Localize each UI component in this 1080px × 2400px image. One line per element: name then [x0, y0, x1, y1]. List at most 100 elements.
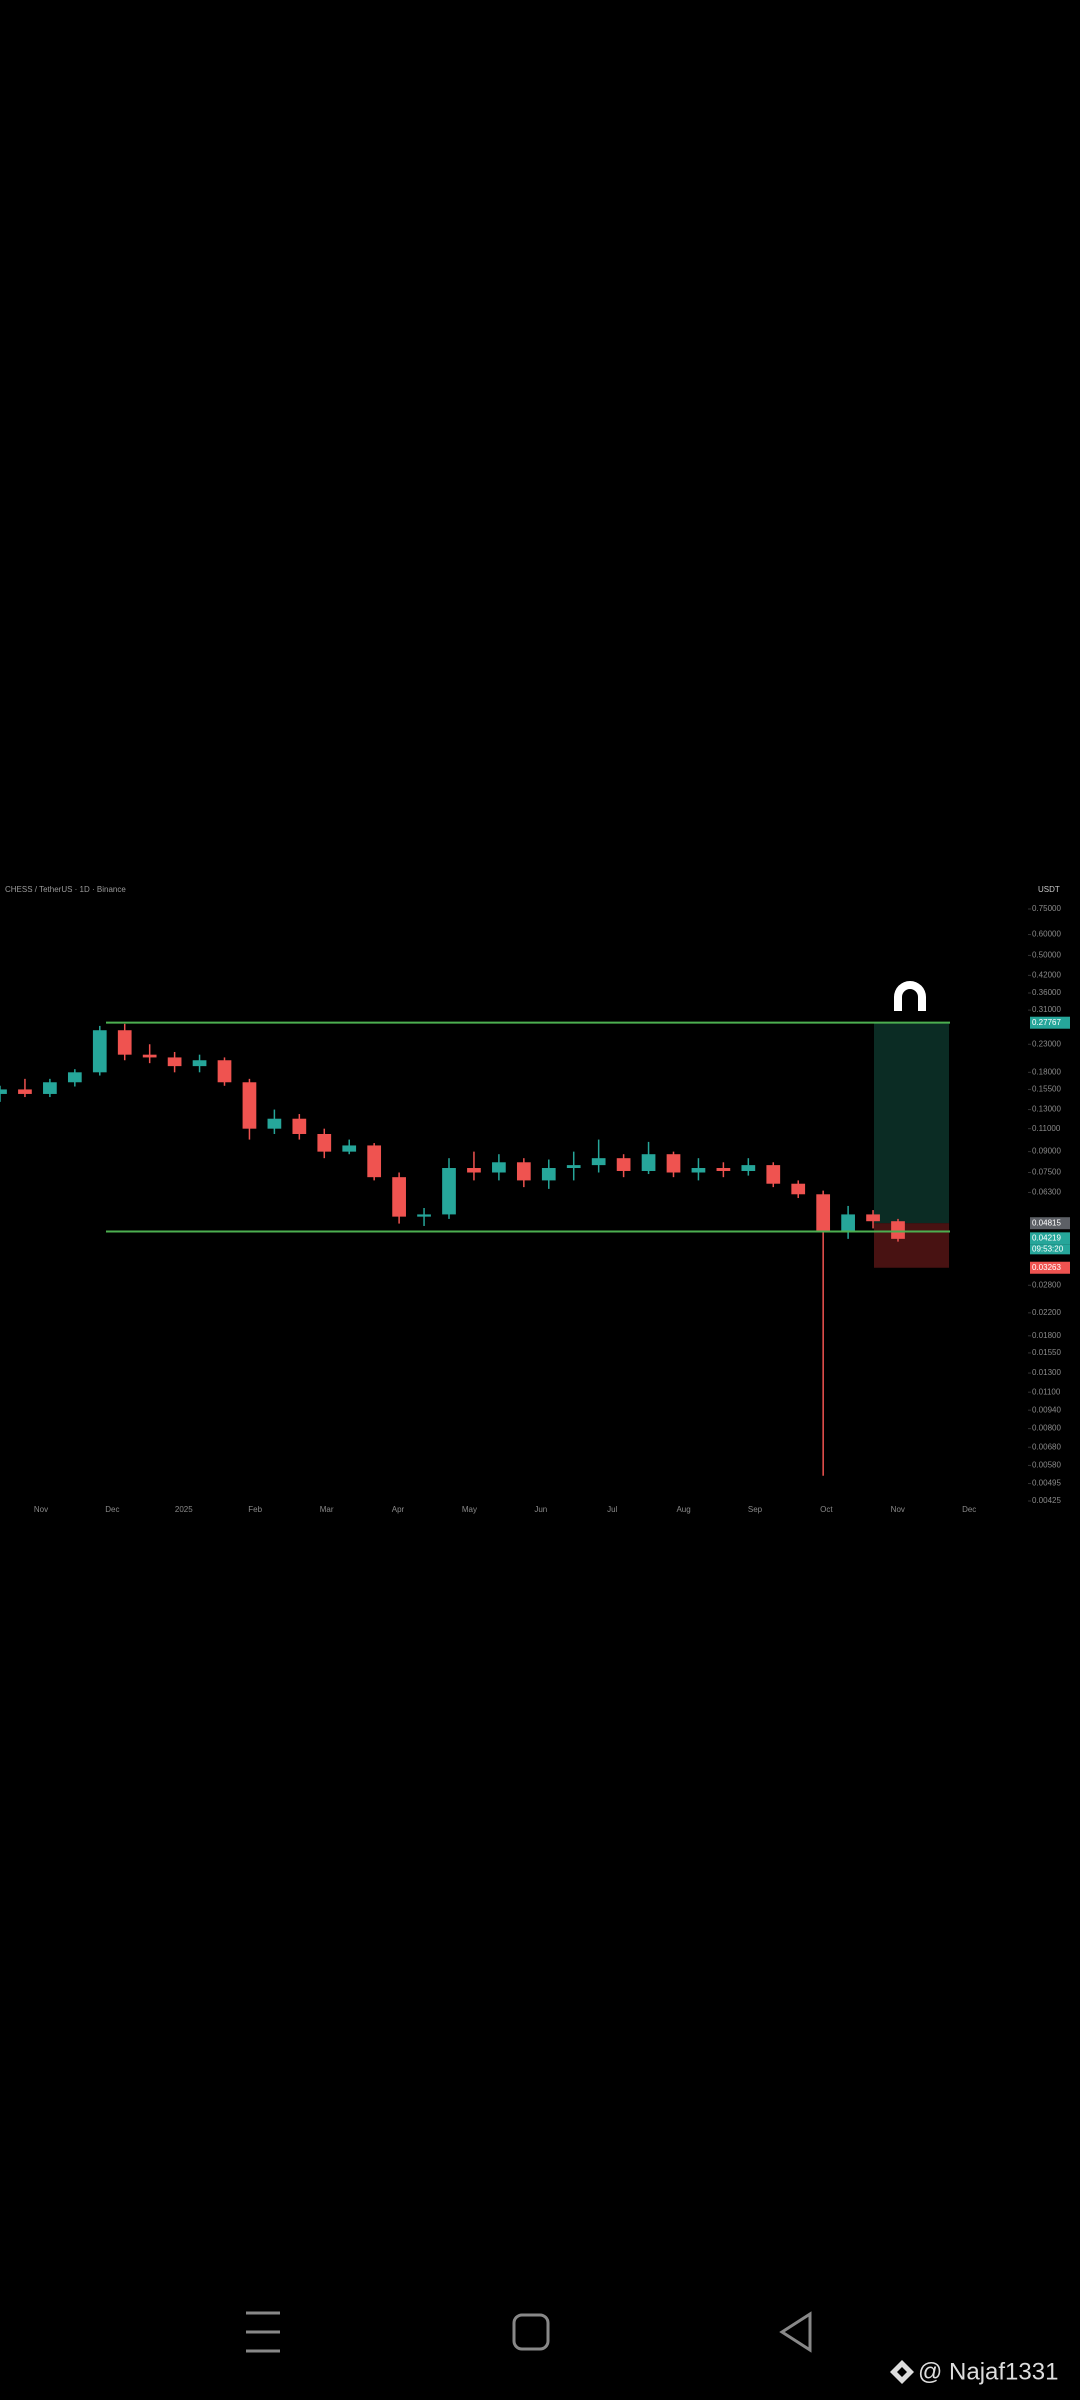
y-tick-label: 0.50000 — [1032, 951, 1061, 960]
y-tick-label: 0.00680 — [1032, 1442, 1061, 1451]
y-tick-label: 0.00580 — [1032, 1461, 1061, 1470]
candle-body — [392, 1177, 406, 1217]
candle-body — [566, 1165, 581, 1169]
y-tick-label: 0.36000 — [1032, 988, 1061, 997]
candle-body — [766, 1165, 781, 1184]
price-tag-label: 0.03263 — [1032, 1263, 1061, 1272]
candle-body — [616, 1158, 631, 1171]
candle-body — [741, 1165, 756, 1171]
candle-body — [342, 1145, 357, 1152]
candle-body — [317, 1133, 332, 1152]
x-tick-label: Sep — [748, 1505, 763, 1514]
y-tick-label: 0.01100 — [1032, 1387, 1061, 1396]
candle-body — [0, 1089, 7, 1094]
candle-body — [516, 1162, 531, 1181]
candle-body — [417, 1214, 431, 1217]
candle-body — [267, 1118, 282, 1129]
candle-body — [292, 1118, 307, 1134]
candle-body — [791, 1183, 806, 1195]
y-tick-label: 0.15500 — [1032, 1085, 1061, 1094]
magnet-icon[interactable] — [894, 981, 926, 1011]
y-tick-label: 0.02200 — [1032, 1308, 1061, 1317]
x-tick-label: Apr — [392, 1505, 405, 1514]
y-tick-label: 0.00800 — [1032, 1424, 1061, 1433]
magnet[interactable] — [894, 981, 926, 1011]
menu-button[interactable] — [246, 2311, 280, 2353]
stop-zone — [874, 1223, 949, 1268]
y-tick-label: 0.09000 — [1032, 1147, 1061, 1156]
x-tick-label: Nov — [891, 1505, 905, 1514]
candle-body — [816, 1194, 831, 1231]
candle-body — [891, 1221, 905, 1239]
y-tick-label: 0.13000 — [1032, 1105, 1061, 1114]
home-button[interactable] — [512, 2313, 550, 2351]
y-tick-label: 0.75000 — [1032, 904, 1061, 913]
y-tick-label: 0.23000 — [1032, 1039, 1061, 1048]
y-tick-label: 0.42000 — [1032, 970, 1061, 979]
candle-body — [866, 1214, 880, 1222]
y-tick-label: 0.00425 — [1032, 1496, 1061, 1505]
y-tick-label: 0.06300 — [1032, 1188, 1061, 1197]
candle-body — [666, 1154, 681, 1173]
price-tag — [1030, 1016, 1070, 1029]
candle-body — [192, 1060, 207, 1067]
x-tick-label: Dec — [962, 1505, 976, 1514]
candle-body — [167, 1057, 182, 1067]
candle-body — [591, 1158, 606, 1166]
candle-body — [18, 1089, 32, 1094]
price-tag-label: 0.27767 — [1032, 1018, 1061, 1027]
price-tag — [1030, 1217, 1070, 1230]
candle-body — [67, 1072, 82, 1083]
y-tick-label: 0.60000 — [1032, 930, 1061, 939]
candle-body — [841, 1214, 855, 1231]
countdown-tag — [1030, 1244, 1070, 1255]
price-tag — [1030, 1261, 1070, 1274]
candle-body — [716, 1168, 731, 1171]
currency-label: USDT — [1038, 885, 1060, 894]
y-tick-label: 0.00495 — [1032, 1479, 1061, 1488]
price-tag-label: 0.04219 — [1032, 1233, 1061, 1242]
y-tick-label: 0.18000 — [1032, 1067, 1061, 1076]
candle-body — [142, 1054, 157, 1058]
y-tick-label: 0.02800 — [1032, 1280, 1061, 1289]
x-tick-label: Jun — [534, 1505, 547, 1514]
x-tick-label: 2025 — [175, 1505, 193, 1514]
back-button[interactable] — [779, 2311, 812, 2353]
candle-body — [691, 1168, 706, 1173]
x-tick-label: Oct — [820, 1505, 833, 1514]
x-tick-label: Aug — [676, 1505, 690, 1514]
y-tick-label: 0.01550 — [1032, 1348, 1061, 1357]
candle-body — [367, 1145, 382, 1178]
x-tick-label: Feb — [248, 1505, 262, 1514]
price-tag — [1030, 1232, 1070, 1245]
candle-body — [242, 1082, 257, 1129]
candle-body — [43, 1082, 57, 1094]
candle-body — [117, 1030, 132, 1055]
y-tick-label: 0.31000 — [1032, 1005, 1061, 1014]
y-tick-label: 0.11000 — [1032, 1124, 1061, 1133]
candle-body — [641, 1154, 656, 1171]
y-tick-label: 0.07500 — [1032, 1168, 1061, 1177]
nav-bar — [246, 2311, 812, 2353]
countdown: 09:53:20 — [1032, 1244, 1064, 1253]
candle-body — [492, 1162, 506, 1173]
x-tick-label: Mar — [320, 1505, 334, 1514]
watermark: @ Najaf1331 — [918, 2358, 1058, 2385]
logo — [890, 2360, 914, 2384]
candle-body — [217, 1060, 232, 1083]
x-tick-label: Jul — [607, 1505, 617, 1514]
candle-body — [442, 1168, 456, 1215]
y-tick-label: 0.01800 — [1032, 1331, 1061, 1340]
x-tick-label: May — [462, 1505, 477, 1514]
candle-body — [541, 1168, 556, 1181]
chart-title: CHESS / TetherUS · 1D · Binance — [5, 885, 126, 894]
y-tick-label: 0.01300 — [1032, 1368, 1061, 1377]
x-tick-label: Nov — [34, 1505, 48, 1514]
y-tick-label: 0.00940 — [1032, 1405, 1061, 1414]
target-zone — [874, 1022, 949, 1224]
price-tag-label: 0.04815 — [1032, 1218, 1061, 1227]
x-tick-label: Dec — [105, 1505, 119, 1514]
candle-body — [467, 1168, 481, 1173]
